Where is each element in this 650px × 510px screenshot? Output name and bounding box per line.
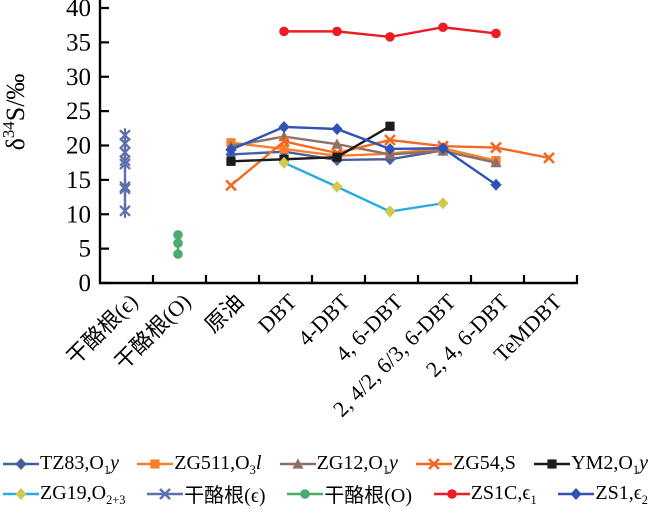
series-zg19-o2-3 (278, 156, 449, 218)
legend-item-ym2-o1y: YM2,O1y (533, 452, 648, 477)
marker-square (150, 458, 160, 469)
chart-legend: TZ83,O1y ZG511,O3l ZG12,O1y ZG54,S YM2,O1y ZG… (0, 452, 650, 508)
marker-diamond (331, 180, 343, 193)
legend-item-zs1c-1: ZS1C,ϵ1 (433, 482, 537, 507)
marker-x (384, 134, 396, 146)
marker-x (490, 141, 502, 154)
marker-square (385, 121, 395, 131)
marker-diamond (570, 487, 582, 500)
y-tick-label: 15 (66, 167, 91, 194)
legend-item--: 干酪根(ϵ) (146, 479, 266, 508)
y-tick-label: 10 (66, 201, 91, 228)
y-tick-label: 40 (66, 0, 91, 22)
marker-circle (491, 28, 501, 39)
legend-label: 干酪根(O) (324, 485, 413, 507)
legend-item--o-: 干酪根(O) (286, 479, 412, 508)
marker-diamond (331, 123, 343, 135)
marker-x-vertical-line (119, 203, 131, 218)
series-zg12-o1y (225, 130, 502, 168)
marker-circle (279, 26, 289, 37)
y-tick-label: 20 (66, 133, 91, 160)
legend-label: ZG511,O3l (174, 452, 262, 477)
series--o- (173, 230, 183, 259)
y-axis-title: δ34S/‰ (0, 74, 30, 151)
marker-triangle (331, 138, 343, 149)
marker-circle (173, 230, 183, 240)
axis-lines (98, 0, 578, 285)
marker-diamond (15, 457, 27, 470)
x-category-label: 原油 (200, 289, 249, 338)
marker-x (278, 135, 290, 148)
legend-item-zg511-o3l: ZG511,O3l (136, 452, 262, 477)
series-- (119, 128, 131, 218)
marker-circle (446, 488, 457, 499)
marker-circle (438, 22, 448, 33)
legend-item-zg54-s: ZG54,S (415, 452, 516, 475)
legend-label: 干酪根(ϵ) (184, 485, 266, 507)
marker-circle (385, 32, 395, 42)
legend-swatch-x-icon (416, 457, 453, 470)
y-tick-label: 30 (66, 64, 91, 91)
legend-swatch-diamond-icon (558, 487, 595, 500)
legend-swatch-triangle-icon (279, 457, 316, 469)
marker-diamond (437, 142, 449, 155)
marker-square (332, 152, 342, 162)
y-tick-label: 35 (66, 29, 91, 56)
marker-x (543, 151, 555, 164)
legend-label: TZ83,O1y (40, 452, 119, 477)
legend-item-zg12-o1y: ZG12,O1y (279, 452, 398, 477)
marker-x (159, 487, 172, 500)
marker-diamond (278, 156, 290, 169)
legend-label: ZS1,ϵ2 (595, 482, 648, 507)
legend-swatch-square-icon (534, 458, 571, 469)
marker-square (279, 144, 289, 154)
marker-diamond (490, 178, 502, 191)
y-tick-label: 5 (79, 236, 92, 263)
legend-swatch-square-icon (137, 458, 174, 469)
marker-diamond (437, 197, 449, 210)
marker-circle (332, 26, 342, 37)
y-tick-label: 25 (66, 98, 91, 125)
marker-diamond (278, 120, 290, 133)
legend-item-zg19-o2-3: ZG19,O2+3 (2, 482, 126, 507)
marker-diamond (384, 205, 396, 218)
y-tick-label: 0 (79, 270, 92, 297)
legend-swatch-diamond-icon (3, 457, 39, 470)
legend-swatch-circle-icon (287, 488, 324, 499)
legend-row-1: TZ83,O1y ZG511,O3l ZG12,O1y ZG54,S YM2,O1y (0, 452, 650, 477)
marker-diamond (384, 142, 396, 155)
legend-label: ZS1C,ϵ1 (470, 482, 537, 507)
marker-circle (173, 249, 183, 259)
legend-swatch-diamond-icon (3, 487, 39, 500)
marker-x-vertical-line (119, 157, 131, 172)
marker-square (226, 156, 236, 166)
marker-diamond (225, 143, 237, 156)
series-zs1c-1 (279, 22, 501, 42)
series-line (230, 125, 391, 163)
marker-triangle (490, 157, 502, 168)
legend-swatch-xline-icon (147, 487, 184, 500)
marker-circle (300, 488, 311, 499)
legend-item-zs1-2: ZS1,ϵ2 (557, 482, 648, 507)
marker-triangle (292, 457, 304, 469)
marker-diamond (15, 487, 27, 500)
marker-x (225, 179, 237, 192)
legend-label: ZG12,O1y (316, 452, 398, 477)
series-line (230, 125, 497, 186)
legend-label: ZG54,S (453, 452, 516, 474)
legend-label: YM2,O1y (571, 452, 648, 477)
marker-square (547, 458, 557, 469)
marker-circle (173, 238, 183, 248)
series-line (283, 161, 444, 213)
series-zg54-s (225, 134, 555, 192)
marker-x-vertical-line (119, 181, 131, 196)
legend-row-2: ZG19,O2+3 干酪根(ϵ) 干酪根(O) ZS1C,ϵ1 ZS1,ϵ2 (0, 479, 650, 508)
legend-label: ZG19,O2+3 (40, 482, 126, 507)
legend-swatch-circle-icon (433, 488, 470, 499)
series-zs1-2 (225, 120, 502, 191)
marker-x (428, 457, 441, 470)
legend-item-tz83-o1y: TZ83,O1y (2, 452, 119, 477)
